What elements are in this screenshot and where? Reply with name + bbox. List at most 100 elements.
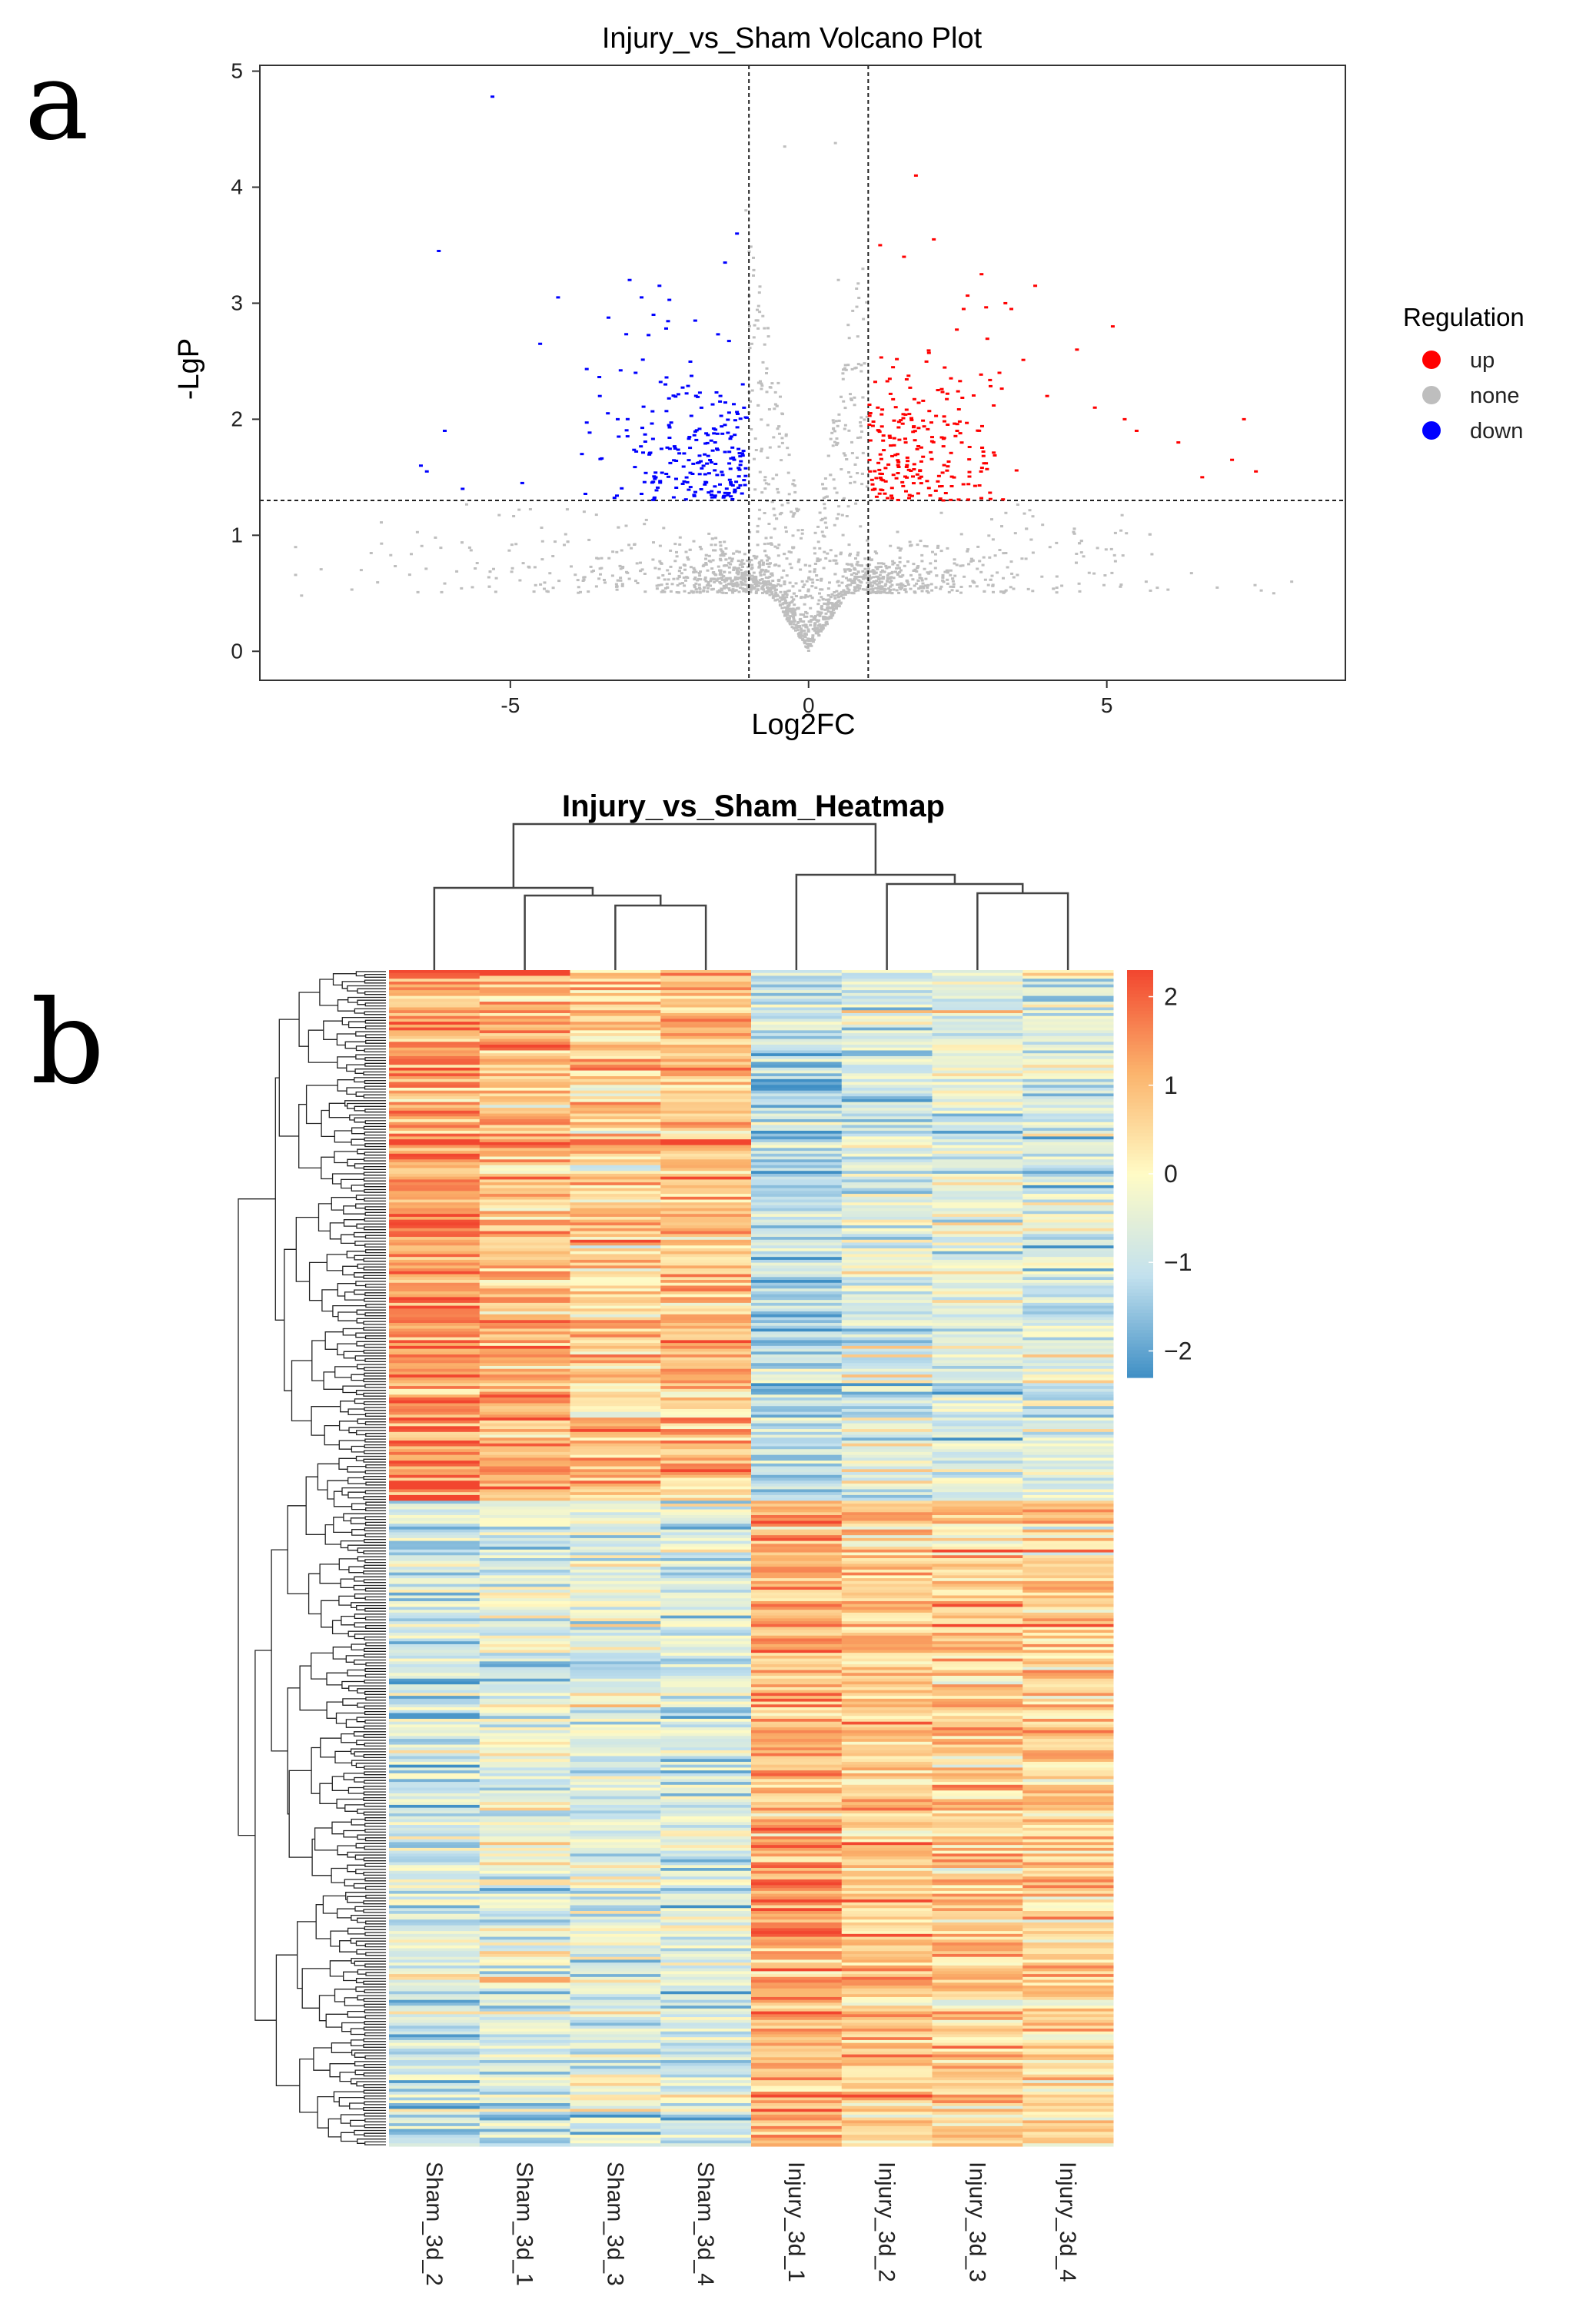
- volcano-point-none: [836, 424, 840, 427]
- heatmap-cell: [751, 1572, 843, 1576]
- volcano-point-none: [718, 540, 722, 543]
- volcano-point-none: [1077, 582, 1081, 585]
- heatmap-cell: [1022, 1245, 1114, 1249]
- heatmap-cell: [660, 1133, 752, 1138]
- heatmap-cell: [1022, 1650, 1114, 1653]
- heatmap-cell: [932, 1687, 1023, 1691]
- heatmap-cell: [751, 1580, 843, 1585]
- heatmap-cell: [841, 1165, 933, 1169]
- heatmap-cell: [660, 1262, 752, 1266]
- volcano-point-none: [918, 577, 922, 579]
- heatmap-cell: [1022, 1314, 1114, 1318]
- heatmap-cell: [841, 1647, 933, 1651]
- volcano-point-up: [1045, 394, 1049, 397]
- volcano-point-none: [1041, 523, 1045, 527]
- heatmap-cell: [570, 1308, 661, 1312]
- heatmap-cell: [570, 1062, 661, 1065]
- heatmap-cell: [932, 1065, 1023, 1068]
- volcano-significant-points: [418, 95, 1259, 502]
- volcano-point-none: [763, 487, 767, 490]
- heatmap-cell: [570, 1302, 661, 1307]
- heatmap-cell: [570, 1474, 661, 1479]
- heatmap-cell: [660, 1483, 752, 1487]
- volcano-point-none: [740, 559, 744, 562]
- heatmap-cell: [570, 1053, 661, 1057]
- heatmap-cell: [389, 1093, 480, 1097]
- heatmap-cell: [570, 1354, 661, 1358]
- volcano-point-none: [1002, 552, 1006, 555]
- heatmap-cell: [932, 1004, 1023, 1009]
- row-dendrogram-link: [238, 1198, 276, 1836]
- heatmap-cell: [660, 1291, 752, 1295]
- heatmap-cell: [660, 1547, 752, 1550]
- volcano-point-down: [727, 462, 732, 465]
- volcano-point-none: [763, 550, 766, 553]
- volcano-point-none: [698, 546, 702, 548]
- volcano-point-none: [777, 543, 781, 547]
- heatmap-cell: [389, 1386, 480, 1390]
- volcano-point-none: [534, 583, 537, 587]
- heatmap-cell: [932, 1526, 1023, 1530]
- heatmap-cell: [751, 1102, 843, 1105]
- volcano-point-none: [686, 556, 690, 559]
- heatmap-cell: [751, 1022, 843, 1025]
- volcano-point-none: [862, 576, 866, 579]
- heatmap-cell: [570, 970, 661, 974]
- heatmap-cell: [479, 999, 570, 1002]
- heatmap-cell: [841, 1676, 933, 1680]
- volcano-point-none: [773, 589, 777, 592]
- heatmap-cell: [932, 1302, 1023, 1307]
- volcano-point-none: [359, 569, 363, 572]
- volcano-point-up: [889, 494, 893, 497]
- volcano-point-down: [732, 458, 736, 461]
- heatmap-cell: [751, 1360, 843, 1364]
- heatmap-cell: [660, 1139, 752, 1143]
- heatmap-cell: [751, 1090, 843, 1095]
- heatmap-cell: [841, 1331, 933, 1335]
- volcano-point-none: [698, 590, 702, 593]
- volcano-y-tick-label: 2: [231, 407, 243, 430]
- heatmap-cell: [389, 1411, 480, 1416]
- volcano-point-none: [836, 278, 840, 281]
- volcano-point-down: [738, 417, 743, 420]
- volcano-point-none: [969, 557, 973, 560]
- volcano-point-none: [798, 631, 802, 634]
- heatmap-cell: [660, 1288, 752, 1292]
- volcano-point-none: [865, 588, 869, 591]
- heatmap-cell: [751, 1297, 843, 1301]
- heatmap-cell: [751, 1248, 843, 1252]
- heatmap-cell: [1022, 1019, 1114, 1022]
- volcano-point-down: [726, 418, 730, 421]
- heatmap-cell: [389, 1019, 480, 1022]
- volcano-point-none: [692, 540, 696, 543]
- volcano-point-none: [959, 586, 963, 588]
- heatmap-cell: [660, 1365, 752, 1370]
- heatmap-cell: [932, 1337, 1023, 1341]
- heatmap-cell: [660, 1474, 752, 1479]
- volcano-point-none: [772, 507, 776, 510]
- volcano-point-none: [816, 632, 820, 635]
- heatmap-cell: [1022, 1386, 1114, 1390]
- volcano-point-none: [350, 588, 354, 591]
- heatmap-cell: [841, 1520, 933, 1524]
- heatmap-cell: [479, 1610, 570, 1613]
- volcano-point-none: [1010, 572, 1014, 575]
- heatmap-cell: [389, 1098, 480, 1103]
- heatmap-cell: [751, 1670, 843, 1673]
- volcano-point-down: [733, 434, 737, 437]
- heatmap-cell: [932, 1142, 1023, 1146]
- heatmap-cell: [932, 1245, 1023, 1249]
- heatmap-cell: [570, 1268, 661, 1272]
- heatmap-cell: [841, 1030, 933, 1034]
- heatmap-cell: [479, 1535, 570, 1539]
- volcano-point-none: [853, 580, 856, 583]
- volcano-point-none: [1112, 553, 1116, 557]
- heatmap-cell: [1022, 975, 1114, 979]
- heatmap-cell: [751, 1093, 843, 1097]
- volcano-point-down: [640, 493, 643, 495]
- volcano-point-none: [766, 570, 770, 573]
- volcano-point-down: [736, 467, 741, 470]
- heatmap-cell: [389, 1592, 480, 1597]
- volcano-point-none: [785, 574, 789, 577]
- heatmap-cell: [660, 1156, 752, 1160]
